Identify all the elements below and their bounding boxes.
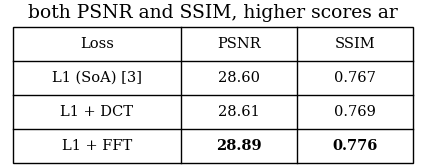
- Text: L1 + FFT: L1 + FFT: [62, 139, 132, 153]
- Text: 0.767: 0.767: [334, 71, 376, 85]
- Text: 28.89: 28.89: [216, 139, 262, 153]
- Text: Loss: Loss: [80, 37, 114, 51]
- Text: 0.776: 0.776: [332, 139, 378, 153]
- Text: 28.61: 28.61: [218, 105, 260, 119]
- Bar: [13, 27, 413, 163]
- Text: 28.60: 28.60: [218, 71, 260, 85]
- Text: SSIM: SSIM: [335, 37, 375, 51]
- Text: L1 (SoA) [3]: L1 (SoA) [3]: [52, 71, 142, 85]
- Text: 0.769: 0.769: [334, 105, 376, 119]
- Text: both PSNR and SSIM, higher scores ar: both PSNR and SSIM, higher scores ar: [28, 4, 398, 22]
- Text: L1 + DCT: L1 + DCT: [60, 105, 133, 119]
- Text: PSNR: PSNR: [217, 37, 261, 51]
